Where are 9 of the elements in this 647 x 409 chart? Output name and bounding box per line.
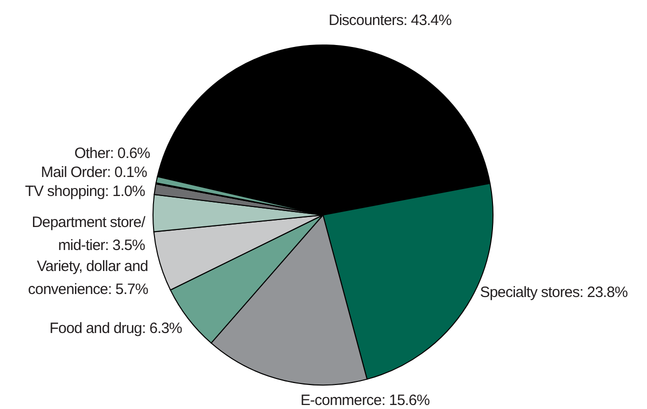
slice-label: Variety, dollar and convenience: 5.7% — [28, 258, 148, 298]
slice-label: Food and drug: 6.3% — [50, 320, 182, 337]
slice-label: Specialty stores: 23.8% — [480, 284, 628, 301]
slice-label: Discounters: 43.4% — [328, 12, 452, 29]
slice-label: TV shopping: 1.0% — [25, 183, 146, 200]
slice-label: Department store/ mid-tier: 3.5% — [32, 214, 146, 254]
slice-label: E-commerce: 15.6% — [300, 392, 430, 409]
slice-label: Mail Order: 0.1% — [40, 164, 148, 181]
slice-label: Other: 0.6% — [74, 145, 150, 162]
